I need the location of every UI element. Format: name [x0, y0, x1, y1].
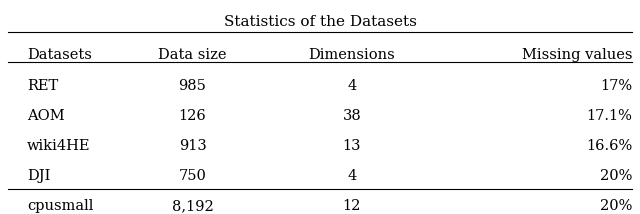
Text: 20%: 20% [600, 169, 632, 183]
Text: cpusmall: cpusmall [27, 199, 93, 213]
Text: RET: RET [27, 79, 58, 93]
Text: Statistics of the Datasets: Statistics of the Datasets [223, 15, 417, 29]
Text: 4: 4 [348, 169, 356, 183]
Text: 16.6%: 16.6% [586, 139, 632, 153]
Text: Datasets: Datasets [27, 48, 92, 62]
Text: Missing values: Missing values [522, 48, 632, 62]
Text: Data size: Data size [158, 48, 227, 62]
Text: 38: 38 [342, 109, 361, 123]
Text: 17.1%: 17.1% [586, 109, 632, 123]
Text: 126: 126 [179, 109, 207, 123]
Text: 20%: 20% [600, 199, 632, 213]
Text: 12: 12 [342, 199, 361, 213]
Text: 985: 985 [179, 79, 207, 93]
Text: 913: 913 [179, 139, 207, 153]
Text: 4: 4 [348, 79, 356, 93]
Text: 8,192: 8,192 [172, 199, 213, 213]
Text: 750: 750 [179, 169, 207, 183]
Text: wiki4HE: wiki4HE [27, 139, 90, 153]
Text: Dimensions: Dimensions [308, 48, 396, 62]
Text: DJI: DJI [27, 169, 51, 183]
Text: 17%: 17% [600, 79, 632, 93]
Text: AOM: AOM [27, 109, 65, 123]
Text: 13: 13 [342, 139, 361, 153]
